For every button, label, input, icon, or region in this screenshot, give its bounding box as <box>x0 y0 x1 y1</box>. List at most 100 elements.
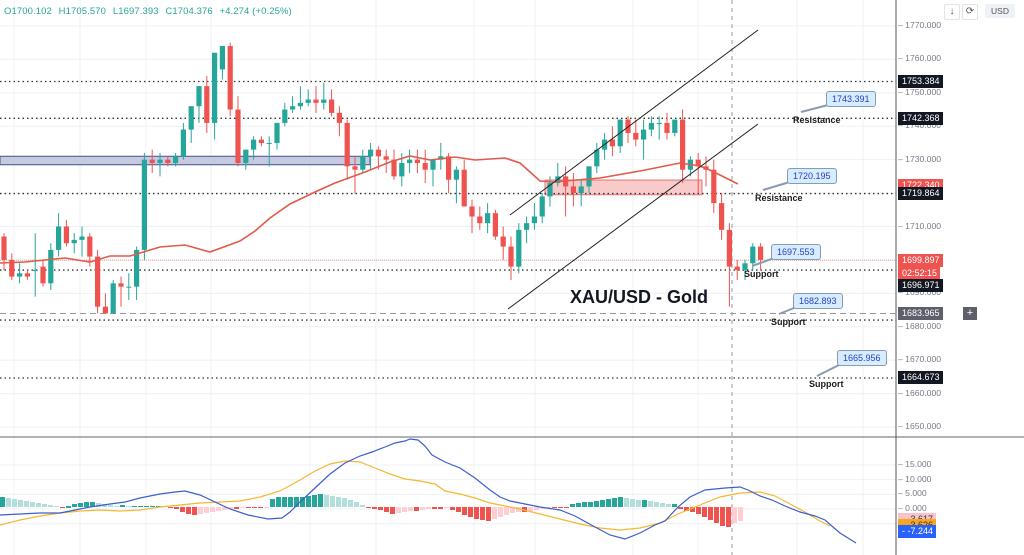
price-axis-tick: – 1680.000 <box>898 320 942 331</box>
macd-histogram-bar <box>24 501 29 507</box>
candle-body <box>258 139 264 143</box>
candle-body <box>485 213 491 224</box>
candle-body <box>383 156 389 160</box>
macd-histogram-bar <box>342 498 347 507</box>
macd-histogram-bar <box>138 506 143 507</box>
macd-axis-tag: - -7.244 <box>898 524 937 538</box>
price-callout[interactable]: 1682.893 <box>793 293 843 309</box>
macd-histogram-bar <box>552 507 557 508</box>
candle-body <box>547 183 553 197</box>
macd-histogram-bar <box>720 507 725 526</box>
candle-body <box>524 223 530 230</box>
macd-histogram-bar <box>36 503 41 507</box>
candle-body <box>56 226 62 250</box>
candle-body <box>48 249 54 284</box>
price-callout[interactable]: 1697.553 <box>771 244 821 260</box>
open-value: O1700.102 <box>4 6 52 17</box>
candle-body <box>173 156 179 164</box>
macd-histogram-bar <box>570 504 575 507</box>
macd-histogram-bar <box>444 507 449 508</box>
candle-body <box>219 46 225 70</box>
macd-histogram-bar <box>276 497 281 507</box>
channel-upper-trendline[interactable] <box>509 29 759 216</box>
macd-histogram-bar <box>474 507 479 519</box>
candle-body <box>290 106 296 110</box>
macd-histogram-bar <box>396 507 401 513</box>
candle-body <box>9 259 15 277</box>
macd-histogram-bar <box>510 507 515 513</box>
macd-histogram-bar <box>528 507 533 511</box>
candle-body <box>407 159 413 164</box>
support-label: Support <box>771 317 806 327</box>
macd-histogram-bar <box>174 507 179 509</box>
macd-histogram-bar <box>630 499 635 507</box>
macd-histogram-bar <box>690 507 695 512</box>
macd-histogram-bar <box>696 507 701 514</box>
candle-body <box>227 46 233 110</box>
scroll-to-latest-button[interactable]: ↓ <box>944 4 960 20</box>
ohlc-legend: O1700.102 H1705.570 L1697.393 C1704.376 … <box>4 6 296 17</box>
channel-lower-trendline[interactable] <box>507 123 759 310</box>
macd-histogram-bar <box>48 505 53 507</box>
macd-histogram-bar <box>54 506 59 507</box>
macd-histogram-bar <box>390 507 395 514</box>
candle-body <box>399 163 405 177</box>
macd-histogram-bar <box>288 497 293 507</box>
macd-histogram-bar <box>102 504 107 507</box>
candle-body <box>149 159 155 164</box>
candle-body <box>282 109 288 123</box>
change-value: +4.274 (+0.25%) <box>219 6 292 17</box>
macd-histogram-bar <box>72 504 77 507</box>
macd-histogram-bar <box>114 506 119 507</box>
candle-body <box>594 149 600 167</box>
candle-body <box>734 266 740 270</box>
macd-histogram-bar <box>168 507 173 508</box>
moving-average-line[interactable] <box>0 155 739 264</box>
macd-histogram-bar <box>192 507 197 515</box>
macd-histogram-bar <box>156 506 161 507</box>
price-axis-tick: – 1750.000 <box>898 86 942 97</box>
candle-body <box>329 99 335 113</box>
price-callout[interactable]: 1720.195 <box>787 168 837 184</box>
candle-body <box>79 236 85 240</box>
macd-histogram-bar <box>132 506 137 507</box>
price-axis-tick: – 1730.000 <box>898 153 942 164</box>
macd-histogram-bar <box>96 503 101 507</box>
candle-body <box>336 112 342 123</box>
plus-icon: + <box>966 307 974 319</box>
macd-histogram-bar <box>492 507 497 519</box>
macd-histogram-bar <box>732 507 737 523</box>
candle-body <box>17 273 23 277</box>
price-callout[interactable]: 1743.391 <box>826 91 876 107</box>
candle-body <box>750 246 756 264</box>
macd-axis-tick: – 0.000 <box>898 503 927 513</box>
candle-body <box>664 122 670 133</box>
price-axis-tag: 1699.897 <box>898 253 943 267</box>
add-alert-button[interactable]: + <box>963 307 977 320</box>
candle-body <box>742 263 748 270</box>
macd-histogram-bar <box>468 507 473 517</box>
price-axis-tag: 1742.368 <box>898 111 943 125</box>
candle-body <box>508 246 514 267</box>
price-axis-tick: – 1690.000 <box>898 287 942 298</box>
supply-zone-rectangle[interactable] <box>544 179 703 196</box>
macd-signal-line[interactable] <box>0 460 831 531</box>
macd-histogram-bar <box>624 498 629 507</box>
auto-scale-button[interactable]: ⟳ <box>962 4 978 20</box>
macd-line[interactable] <box>0 438 857 544</box>
price-axis-tag: 1696.971 <box>898 279 943 293</box>
macd-histogram-bar <box>90 502 95 507</box>
candle-body <box>141 159 147 250</box>
macd-histogram-bar <box>516 507 521 512</box>
price-callout[interactable]: 1665.956 <box>837 350 887 366</box>
currency-label[interactable]: USD <box>985 4 1015 18</box>
macd-histogram-bar <box>384 507 389 512</box>
price-axis-tick: – 1650.000 <box>898 421 942 431</box>
candle-body <box>578 186 584 194</box>
macd-histogram-bar <box>714 507 719 523</box>
macd-histogram-bar <box>312 495 317 507</box>
candle-body <box>422 163 428 170</box>
support-zone-rectangle[interactable] <box>0 155 371 166</box>
